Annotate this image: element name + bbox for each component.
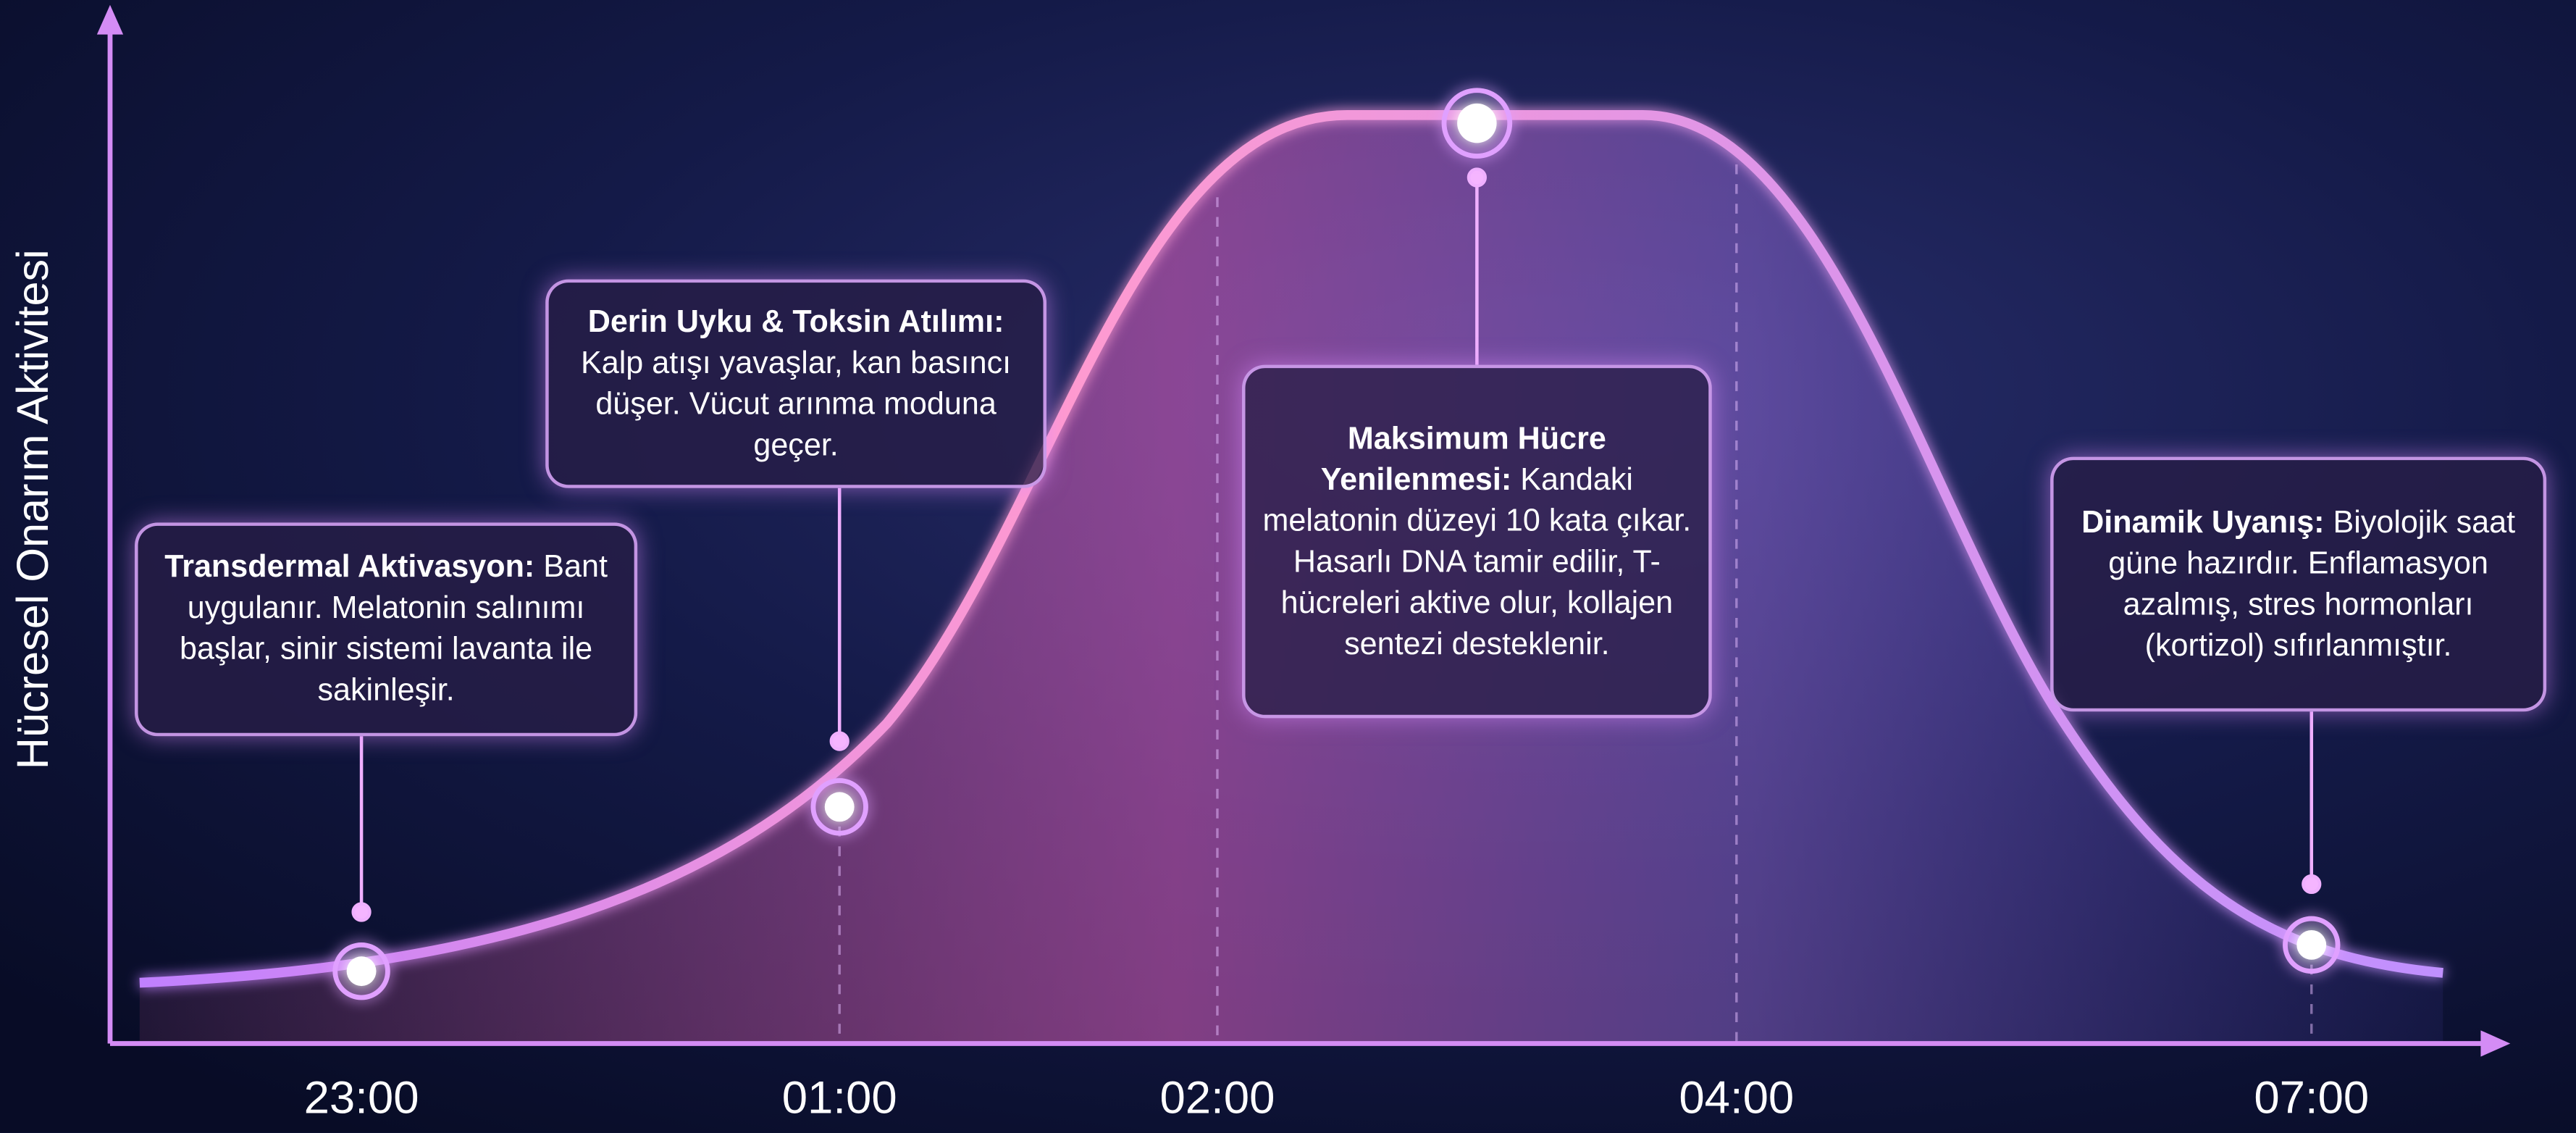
annotation-title: Derin Uyku & Toksin Atılımı:	[587, 304, 1004, 340]
x-label: 02:00	[1159, 1073, 1275, 1124]
annotation-text: Biyolojik saat güne hazırdır. Enflamasyo…	[2108, 505, 2516, 664]
annotation-title: Transdermal Aktivasyon:	[164, 550, 535, 585]
annotation-title: Dinamik Uyanış:	[2081, 505, 2325, 540]
guide-lines	[838, 164, 2313, 1044]
annotation-box: Transdermal Aktivasyon: Bant uygulanır. …	[135, 522, 638, 737]
x-label: 01:00	[782, 1073, 897, 1124]
annotation-text: Kandaki melatonin düzeyi 10 kata çıkar. …	[1262, 462, 1692, 662]
annotation-text: Bant uygulanır. Melatonin salınımı başla…	[180, 550, 608, 708]
curve	[139, 109, 2443, 988]
annotation-box: Dinamik Uyanış: Biyolojik saat güne hazı…	[2050, 456, 2547, 712]
annotation-title: Maksimum Hücre Yenilenmesi:	[1320, 421, 1606, 498]
axes	[96, 4, 2511, 1057]
x-label: 04:00	[1679, 1073, 1794, 1124]
annotation-box: Derin Uyku & Toksin Atılımı: Kalp atışı …	[545, 279, 1047, 488]
y-axis-label: Hücresel Onarım Aktivitesi	[8, 249, 57, 769]
points	[332, 88, 2341, 1000]
annotation-text: Kalp atışı yavaşlar, kan basıncı düşer. …	[580, 346, 1012, 463]
connectors	[351, 167, 2322, 922]
x-label: 07:00	[2254, 1073, 2369, 1124]
annotation-box: Maksimum Hücre Yenilenmesi: Kandaki mela…	[1241, 364, 1712, 719]
x-label: 23:00	[304, 1073, 419, 1124]
